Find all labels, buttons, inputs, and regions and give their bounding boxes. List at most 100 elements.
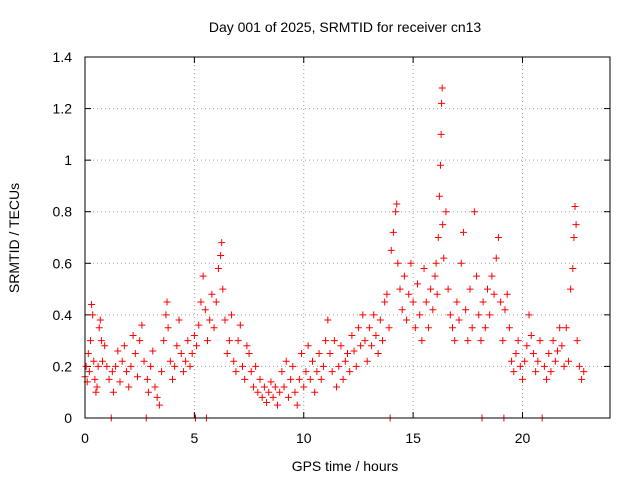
data-point bbox=[228, 311, 236, 319]
data-point bbox=[446, 311, 454, 319]
data-point bbox=[232, 368, 240, 376]
data-point bbox=[302, 368, 310, 376]
data-point bbox=[95, 324, 103, 332]
data-point bbox=[459, 228, 467, 236]
y-tick-label: 0 bbox=[64, 410, 72, 426]
data-point bbox=[108, 368, 116, 376]
data-point bbox=[470, 208, 478, 216]
data-point bbox=[258, 393, 266, 401]
data-point bbox=[484, 285, 491, 293]
data-point bbox=[116, 378, 124, 386]
data-point bbox=[274, 401, 281, 409]
data-point bbox=[376, 316, 384, 324]
data-point bbox=[468, 324, 476, 332]
data-point bbox=[306, 375, 314, 383]
data-point bbox=[234, 337, 242, 345]
data-point bbox=[186, 362, 194, 370]
data-point bbox=[245, 350, 253, 358]
data-point bbox=[210, 324, 218, 332]
data-point bbox=[169, 375, 176, 383]
data-point bbox=[385, 324, 393, 332]
data-point bbox=[140, 357, 148, 365]
data-point bbox=[564, 357, 572, 365]
data-point bbox=[427, 285, 435, 293]
data-point bbox=[225, 337, 233, 345]
data-point bbox=[114, 347, 122, 355]
data-point bbox=[241, 375, 249, 383]
data-point bbox=[429, 306, 437, 314]
data-point bbox=[492, 254, 500, 262]
data-point bbox=[534, 357, 542, 365]
data-point bbox=[324, 316, 332, 324]
data-point bbox=[230, 357, 238, 365]
data-point bbox=[551, 357, 559, 365]
data-point bbox=[92, 388, 100, 396]
data-point bbox=[197, 298, 205, 306]
data-point bbox=[313, 368, 321, 376]
data-point bbox=[123, 368, 131, 376]
data-point bbox=[93, 383, 101, 391]
data-point bbox=[105, 375, 113, 383]
data-point bbox=[529, 350, 537, 358]
data-point bbox=[357, 342, 365, 350]
data-point bbox=[293, 401, 301, 409]
data-point bbox=[431, 272, 439, 280]
data-point bbox=[473, 272, 481, 280]
data-point bbox=[556, 324, 564, 332]
data-point bbox=[449, 324, 456, 332]
data-point bbox=[131, 350, 139, 358]
data-point bbox=[368, 342, 376, 350]
data-point bbox=[394, 259, 402, 267]
data-point bbox=[438, 99, 446, 107]
data-point bbox=[208, 290, 216, 298]
data-point bbox=[319, 362, 327, 370]
data-point bbox=[490, 290, 498, 298]
data-point bbox=[562, 324, 570, 332]
data-point bbox=[438, 84, 446, 92]
data-point bbox=[109, 388, 117, 396]
data-point bbox=[403, 316, 411, 324]
data-point bbox=[350, 347, 358, 355]
data-point bbox=[177, 350, 185, 358]
data-point bbox=[372, 331, 380, 339]
data-point bbox=[453, 298, 461, 306]
data-point bbox=[451, 337, 459, 345]
data-point bbox=[153, 393, 161, 401]
data-point bbox=[304, 342, 312, 350]
data-point bbox=[365, 324, 373, 332]
data-point bbox=[510, 368, 518, 376]
data-point bbox=[97, 337, 105, 345]
y-tick-label: 1.4 bbox=[53, 49, 73, 65]
chart-title: Day 001 of 2025, SRMTID for receiver cn1… bbox=[209, 19, 482, 35]
data-point bbox=[151, 383, 159, 391]
data-point bbox=[120, 342, 128, 350]
data-point bbox=[223, 350, 231, 358]
data-point bbox=[558, 342, 566, 350]
data-point bbox=[549, 337, 557, 345]
data-point bbox=[433, 290, 441, 298]
data-point bbox=[184, 337, 192, 345]
data-point bbox=[514, 337, 522, 345]
data-point bbox=[398, 306, 406, 314]
data-point bbox=[523, 342, 531, 350]
data-point bbox=[263, 399, 271, 407]
data-point bbox=[256, 375, 264, 383]
data-point bbox=[267, 378, 275, 386]
y-tick-label: 0.6 bbox=[53, 255, 73, 271]
data-point bbox=[330, 337, 338, 345]
data-point bbox=[432, 259, 440, 267]
data-point bbox=[280, 383, 288, 391]
data-point bbox=[129, 331, 137, 339]
data-point bbox=[572, 221, 580, 229]
data-point bbox=[322, 337, 330, 345]
data-point bbox=[359, 311, 367, 319]
data-point bbox=[392, 208, 400, 216]
data-point bbox=[525, 311, 533, 319]
x-tick-label: 20 bbox=[515, 430, 531, 446]
data-point bbox=[337, 342, 345, 350]
data-point bbox=[94, 362, 102, 370]
data-point bbox=[481, 324, 489, 332]
data-point bbox=[567, 285, 575, 293]
